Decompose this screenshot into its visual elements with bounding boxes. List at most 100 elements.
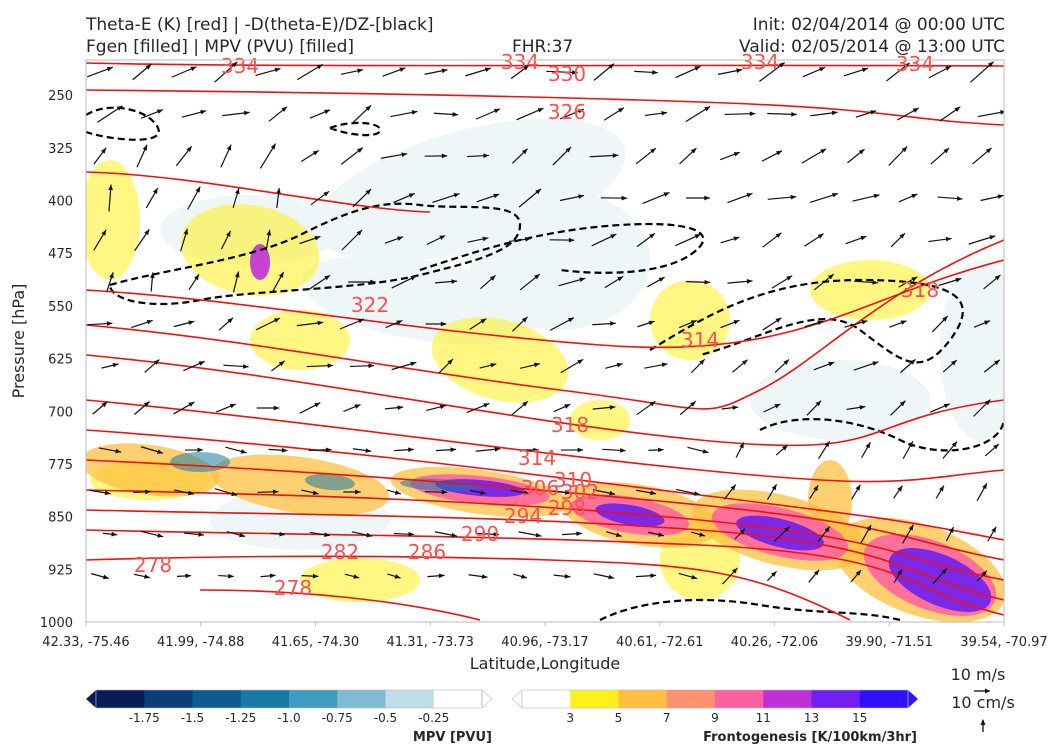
fgen-colorbar-segment (522, 690, 571, 708)
wind-vector-head (576, 531, 582, 537)
wind-vector-head (621, 195, 628, 201)
wind-vector-head (567, 317, 574, 323)
theta-e-contour-line (86, 171, 431, 213)
wind-vector-head (775, 317, 782, 323)
wind-vector-head (609, 405, 616, 410)
wind-vector-head (912, 108, 919, 113)
wind-vector-head (266, 229, 272, 236)
filled-contour-region (305, 473, 355, 491)
wind-vector-head (157, 449, 164, 454)
wind-vector-head (366, 532, 373, 538)
wind-vector-head (150, 272, 155, 279)
wind-vector-head (899, 400, 906, 407)
filled-contour-region (180, 204, 320, 296)
y-tick-label: 625 (48, 353, 73, 368)
y-tick-label: 400 (48, 195, 73, 210)
wind-vector-head (649, 233, 655, 239)
theta-e-contour-line (86, 239, 1004, 410)
mpv-colorbar-segment (192, 690, 242, 708)
wind-vector-head (985, 147, 992, 154)
dthetae-dz-contour-line (108, 202, 522, 306)
wind-vector-head (897, 569, 902, 576)
y-tick-label: 475 (48, 247, 73, 262)
wind-vector-head (702, 449, 709, 454)
dthetae-dz-contour-line (86, 106, 160, 141)
wind-vector-head (732, 567, 738, 574)
wind-vector-head (451, 279, 458, 284)
wind-vector-head (493, 108, 500, 114)
filled-contour-region (400, 478, 480, 492)
mpv-colorbar-extend-high (481, 689, 493, 709)
wind-vector-head (699, 532, 706, 537)
theta-e-contour-line (86, 259, 1004, 349)
wind-vector-head (397, 236, 404, 241)
wind-vector-head (866, 524, 872, 531)
theta-e-contour-line (86, 459, 1004, 561)
wind-vector-head (564, 490, 571, 495)
wind-vector-head (112, 362, 119, 368)
wind-vector-head (819, 67, 826, 72)
vector-key-vertical: 10 cm/s (951, 693, 1015, 712)
theta-e-contour-line (86, 354, 1004, 447)
wind-vector-head (955, 277, 962, 283)
wind-vector-head (984, 320, 991, 325)
dthetae-dz-contour-line (759, 417, 1004, 452)
wind-vector-head (608, 63, 615, 69)
wind-vector-head (533, 362, 540, 368)
wind-vector-head (101, 401, 108, 408)
wind-vector-head (872, 280, 879, 285)
theta-e-contour-line (86, 509, 1004, 601)
wind-vector-head (451, 532, 458, 538)
wind-vector-head (228, 573, 234, 579)
mpv-colorbar-label: MPV [PVU] (413, 730, 492, 745)
wind-vector-head (855, 484, 861, 491)
wind-vector-head (612, 153, 619, 158)
theta-e-contour-line (86, 429, 1004, 541)
wind-vector-head (186, 146, 192, 153)
wind-vector-head (447, 359, 453, 365)
theta-e-contour-line (86, 489, 1004, 581)
wind-vector-head (187, 490, 194, 496)
wind-vector-head (276, 187, 281, 194)
wind-vector-head (482, 236, 489, 242)
wind-vector-head (997, 194, 1004, 199)
wind-vector-head (533, 447, 539, 453)
valid-time: Valid: 02/05/2014 @ 13:00 UTC (739, 37, 1005, 57)
wind-vector-head (658, 277, 665, 282)
wind-vector-head (274, 67, 281, 73)
wind-vector-head (579, 277, 586, 283)
wind-vector-head (357, 318, 364, 324)
wind-vector-head (144, 574, 150, 579)
wind-vector-head (858, 149, 865, 155)
wind-vector-head (859, 405, 866, 410)
wind-vector-head (438, 573, 445, 579)
y-tick-label: 925 (48, 563, 73, 578)
wind-vector-head (817, 233, 824, 239)
wind-vector-head (820, 148, 827, 154)
mpv-colorbar: -1.75 -1.5 -1.25 -1.0 -0.75 -0.5 -0.25 (85, 689, 493, 725)
theta-e-label-298: 298 (548, 496, 586, 520)
wind-vector-head (441, 153, 448, 159)
wind-vector-head (774, 404, 781, 409)
y-axis-label: Pressure [hPa] (9, 284, 28, 399)
wind-vector-head (661, 110, 668, 116)
wind-vector-head (323, 191, 330, 197)
wind-vector-head (873, 193, 880, 199)
theta-e-label-330: 330 (548, 62, 586, 86)
wind-vector-head (908, 524, 914, 531)
wind-vector-head (650, 573, 657, 579)
y-tick-label: 850 (48, 511, 73, 526)
filled-contour-region (250, 310, 350, 370)
wind-vector-head (736, 68, 743, 73)
theta-e-contour-line (86, 89, 1004, 126)
wind-vector-head (824, 441, 830, 448)
wind-vector-head (699, 359, 705, 365)
wind-vector-head (981, 570, 987, 577)
wind-vector-head (733, 320, 740, 325)
wind-vector-head (357, 68, 364, 74)
theta-e-label-302: 302 (561, 480, 599, 504)
mpv-colorbar-tick: -0.75 (322, 711, 353, 725)
filled-contour-region (300, 558, 420, 602)
